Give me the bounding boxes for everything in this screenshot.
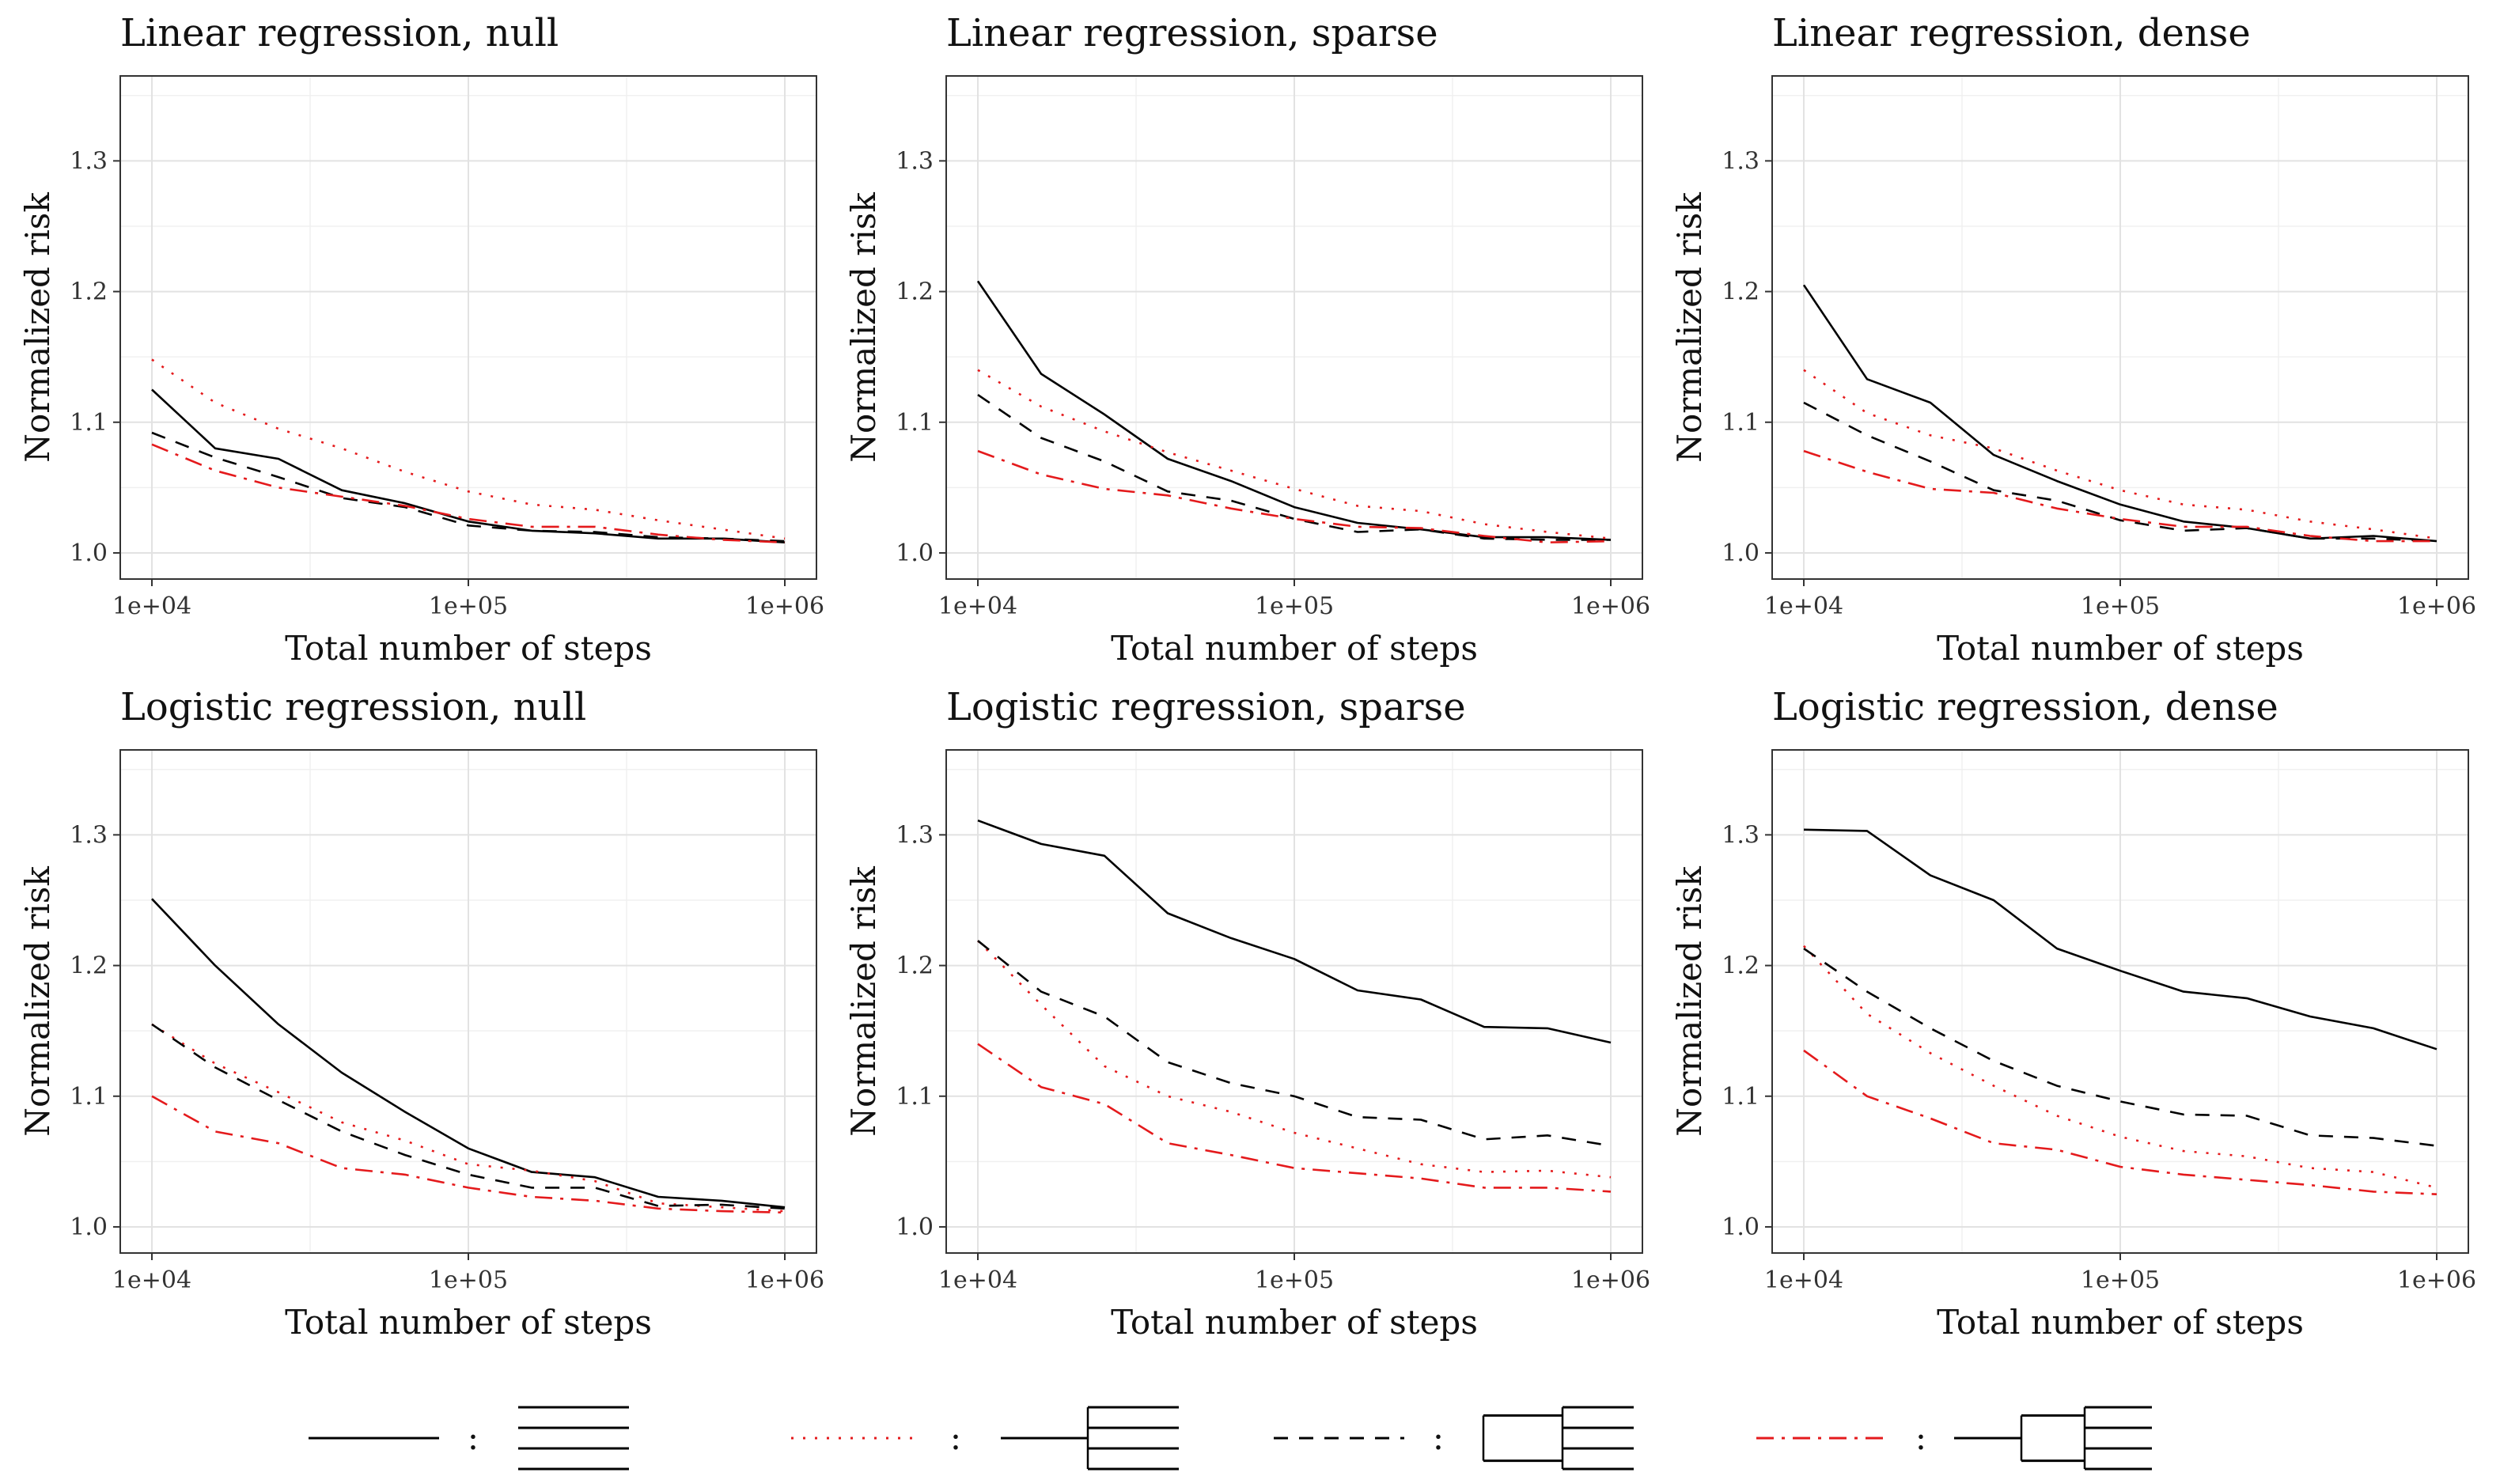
series-line-solid [977,819,1612,1044]
x-tick-label: 1e+04 [938,1266,1017,1294]
y-tick-label: 1.1 [70,409,108,437]
series-line-dashed [1803,948,2438,1147]
y-tick-label: 1.2 [70,952,108,980]
x-tick-label: 1e+05 [2081,592,2160,620]
series-line-dotted [1803,945,2438,1189]
series-line-dashdot [1803,1049,2438,1195]
y-tick-label: 1.2 [1722,952,1759,980]
series-line-dashdot [151,443,786,543]
x-axis-title: Total number of steps [1111,629,1478,668]
x-tick-label: 1e+05 [429,1266,508,1294]
y-tick-label: 1.0 [896,1213,934,1241]
y-tick-label: 1.2 [70,278,108,306]
y-tick-label: 1.2 [1722,278,1759,306]
panel-5: 1.0 1.1 1.2 1.3 1e+04 1e+05 1e+06 Logistic regr… [844,685,1650,1342]
series-line-dashdot [977,449,1612,544]
x-tick-label: 1e+06 [745,592,824,620]
x-tick-label: 1e+04 [1764,1266,1843,1294]
legend-separator: : [468,1418,479,1457]
panel-title: Linear regression, null [120,11,559,55]
x-tick-label: 1e+04 [112,592,191,620]
series-line-solid [151,898,786,1209]
legend-separator: : [1915,1418,1926,1457]
y-tick-label: 1.0 [1722,539,1759,567]
series-line-dashdot [151,1095,786,1214]
y-tick-label: 1.3 [896,147,934,175]
y-tick-label: 1.2 [896,952,934,980]
y-tick-label: 1.0 [896,539,934,567]
y-tick-label: 1.1 [896,409,934,437]
y-axis-title: Normalized risk [18,192,57,463]
panel-4: 1.0 1.1 1.2 1.3 1e+04 1e+05 1e+06 Logistic regr… [18,685,824,1342]
panel-title: Logistic regression, dense [1772,685,2278,729]
x-axis-title: Total number of steps [285,1303,652,1342]
series-line-dotted [977,940,1612,1179]
y-tick-label: 1.0 [1722,1213,1759,1241]
x-tick-label: 1e+05 [1255,1266,1334,1294]
series-line-dashed [1803,401,2438,543]
panel-title: Linear regression, sparse [946,11,1438,55]
y-axis-title: Normalized risk [1670,192,1709,463]
x-tick-label: 1e+04 [112,1266,191,1294]
y-tick-label: 1.1 [1722,409,1759,437]
series-line-dashed [151,431,786,543]
x-axis-title: Total number of steps [1111,1303,1478,1342]
legend: :::: [309,1406,2152,1471]
y-tick-label: 1.3 [1722,147,1759,175]
y-axis-title: Normalized risk [1670,866,1709,1137]
series-line-dashed [977,940,1612,1147]
legend-separator: : [950,1418,961,1457]
series-line-dashed [151,1023,786,1210]
panel-3: 1.0 1.1 1.2 1.3 1e+04 1e+05 1e+06 Linear regres… [1670,11,2476,668]
panel-title: Linear regression, dense [1772,11,2251,55]
y-axis-title: Normalized risk [18,866,57,1137]
y-tick-label: 1.0 [70,1213,108,1241]
series-line-dashdot [1803,449,2437,543]
x-tick-label: 1e+05 [429,592,508,620]
y-tick-label: 1.1 [70,1083,108,1111]
panel-2: 1.0 1.1 1.2 1.3 1e+04 1e+05 1e+06 Linear regres… [844,11,1650,668]
x-axis-title: Total number of steps [1937,629,2304,668]
x-axis-title: Total number of steps [285,629,652,668]
x-tick-label: 1e+06 [2397,1266,2476,1294]
y-tick-label: 1.0 [70,539,108,567]
x-axis-title: Total number of steps [1937,1303,2304,1342]
y-tick-label: 1.3 [896,821,934,849]
y-axis-title: Normalized risk [844,192,883,463]
x-tick-label: 1e+04 [1764,592,1843,620]
x-tick-label: 1e+06 [2397,592,2476,620]
series-line-dotted [151,358,786,540]
series-line-dashdot [977,1043,1612,1193]
y-tick-label: 1.3 [70,821,108,849]
series-line-solid [1803,828,2438,1051]
y-axis-title: Normalized risk [844,866,883,1137]
x-tick-label: 1e+04 [938,592,1017,620]
x-tick-label: 1e+06 [1571,592,1650,620]
y-tick-label: 1.3 [70,147,108,175]
y-tick-label: 1.2 [896,278,934,306]
panel-1: 1.0 1.1 1.2 1.3 1e+04 1e+05 1e+06 Linear regres… [18,11,824,668]
x-tick-label: 1e+05 [1255,592,1334,620]
panel-title: Logistic regression, null [120,685,586,729]
y-tick-label: 1.1 [1722,1083,1759,1111]
x-tick-label: 1e+06 [1571,1266,1650,1294]
x-tick-label: 1e+06 [745,1266,824,1294]
series-line-dotted [151,1023,786,1213]
y-tick-label: 1.1 [896,1083,934,1111]
panel-6: 1.0 1.1 1.2 1.3 1e+04 1e+05 1e+06 Logistic regr… [1670,685,2476,1342]
legend-separator: : [1433,1418,1444,1457]
panel-title: Logistic regression, sparse [946,685,1466,729]
x-tick-label: 1e+05 [2081,1266,2160,1294]
y-tick-label: 1.3 [1722,821,1759,849]
